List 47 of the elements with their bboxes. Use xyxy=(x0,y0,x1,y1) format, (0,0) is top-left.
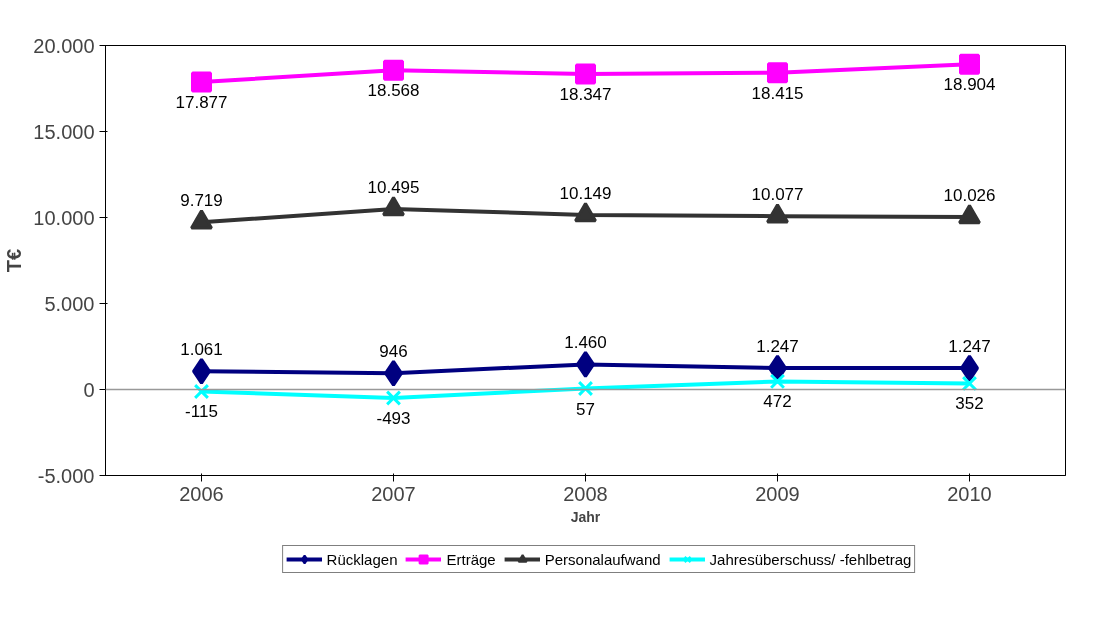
data-label: 10.495 xyxy=(367,177,420,197)
y-tick-label: 10.000 xyxy=(33,206,95,229)
point xyxy=(961,375,978,392)
data-label: 9.719 xyxy=(180,191,223,211)
data-label: -493 xyxy=(376,408,411,428)
data-label: 1.061 xyxy=(180,340,223,360)
point xyxy=(191,71,212,93)
point xyxy=(959,53,980,75)
data-label: 946 xyxy=(379,342,408,362)
data-label: -115 xyxy=(185,402,218,422)
legend-label: Rücklagen xyxy=(326,550,398,568)
data-label: 1.247 xyxy=(756,337,799,357)
point xyxy=(193,383,210,400)
data-label: 1.460 xyxy=(564,333,607,353)
data-label: 17.877 xyxy=(175,93,228,113)
y-axis-title: T€ xyxy=(3,248,26,273)
x-tick-label: 2009 xyxy=(755,482,800,505)
data-label: 18.415 xyxy=(751,83,804,103)
data-label: 18.904 xyxy=(943,75,996,95)
data-label: 18.347 xyxy=(559,84,612,104)
y-tick-label: 20.000 xyxy=(33,34,95,57)
data-label: 472 xyxy=(763,392,792,412)
x-tick-label: 2007 xyxy=(371,482,416,505)
x-tick-label: 2006 xyxy=(179,482,224,505)
x-axis-title: Jahr xyxy=(570,508,601,525)
data-label: 18.568 xyxy=(367,81,420,101)
y-tick-label: 15.000 xyxy=(33,120,95,143)
legend-label: Personalaufwand xyxy=(544,550,661,568)
point xyxy=(577,380,594,397)
x-tick-label: 2010 xyxy=(947,482,992,505)
data-label: 10.026 xyxy=(943,186,996,206)
legend-label: Erträge xyxy=(446,550,496,568)
point xyxy=(769,373,786,390)
y-tick-label: -5.000 xyxy=(37,464,95,487)
data-label: 10.149 xyxy=(559,183,612,203)
y-tick-label: 0 xyxy=(83,378,95,401)
legend-label: Jahresüberschuss/ -fehlbetrag xyxy=(709,550,912,568)
point xyxy=(385,390,402,406)
data-label: 1.247 xyxy=(948,337,991,357)
point xyxy=(767,62,788,84)
data-label: 352 xyxy=(955,394,984,414)
data-label: 57 xyxy=(576,399,595,419)
point xyxy=(383,59,404,81)
point xyxy=(575,63,596,85)
y-tick-label: 5.000 xyxy=(44,292,95,315)
data-label: 10.077 xyxy=(751,185,804,205)
x-tick-label: 2008 xyxy=(563,482,608,505)
